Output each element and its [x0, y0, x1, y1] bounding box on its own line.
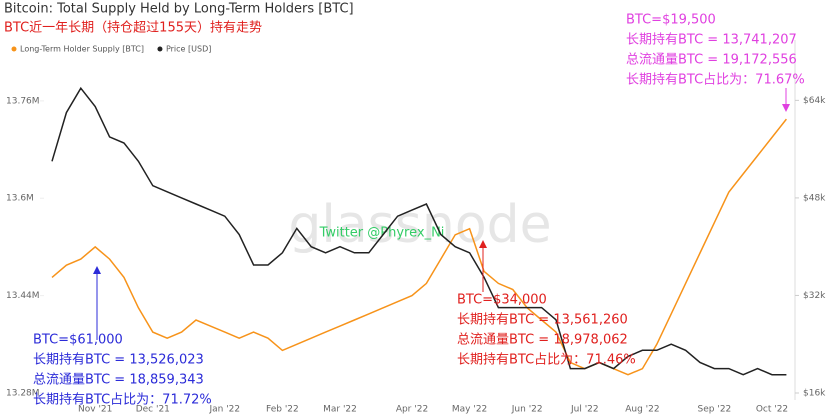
chart-subtitle: BTC近一年长期（持仓超过155天）持有走势 [4, 20, 262, 36]
x-tick-label: May '22 [452, 405, 487, 415]
y2-tick-label: $32k [803, 291, 826, 301]
annotation-line: 长期持有BTC占比为：71.67% [626, 73, 805, 88]
legend-label: Long-Term Holder Supply [BTC] [20, 45, 144, 54]
y-tick-label: 13.28M [6, 389, 40, 399]
arrow-head [479, 240, 487, 248]
y-tick-label: 13.6M [6, 194, 34, 204]
annotation-line: 长期持有BTC占比为：71.72% [33, 393, 212, 408]
annotation-line: 长期持有BTC = 13,741,207 [626, 33, 797, 48]
plot [40, 86, 787, 394]
x-tick-label: Jun '22 [511, 405, 543, 415]
series-line [51, 86, 787, 376]
annotation-line: 总流通量BTC = 19,172,556 [626, 53, 797, 68]
y-tick-label: 13.76M [6, 96, 40, 106]
chart-title: Bitcoin: Total Supply Held by Long-Term … [4, 2, 354, 17]
x-tick-label: Feb '22 [266, 405, 299, 415]
x-tick-label: Aug '22 [625, 405, 659, 415]
legend-marker [11, 46, 17, 52]
x-tick-label: Jan '22 [208, 405, 240, 415]
x-tick-label: Apr '22 [396, 405, 428, 415]
x-tick-label: Sep '22 [698, 405, 732, 415]
y-tick-label: 13.44M [6, 291, 40, 301]
legend-label: Price [USD] [166, 45, 211, 54]
annotation-line: 长期持有BTC = 13,561,260 [457, 313, 628, 328]
annotation-line: 总流通量BTC = 18,859,343 [33, 373, 204, 388]
series-line [51, 118, 787, 376]
x-tick-label: Oct '22 [756, 405, 788, 415]
x-tick-label: Nov '21 [78, 405, 112, 415]
annotation-line: 总流通量BTC = 18,978,062 [457, 333, 628, 348]
y2-tick-label: $48k [803, 193, 826, 203]
legend-marker [157, 46, 163, 52]
y2-tick-label: $64k [803, 96, 826, 106]
arrow-head [93, 266, 101, 274]
watermark: glassnode [288, 195, 551, 255]
x-tick-label: Mar '22 [323, 405, 357, 415]
y2-tick-label: $16k [803, 389, 826, 399]
annotation-line: BTC=$61,000 [33, 333, 123, 348]
annotation-line: BTC=$34,000 [457, 293, 547, 308]
annotation-line: 长期持有BTC = 13,526,023 [33, 353, 204, 368]
credit: Twitter @Phyrex_Ni [319, 226, 445, 241]
arrow-head [782, 104, 790, 112]
x-tick-label: Dec '21 [136, 405, 170, 415]
annotation-line: BTC=$19,500 [626, 13, 716, 28]
annotation-line: 长期持有BTC占比为：71.46% [457, 353, 636, 368]
x-tick-label: Jul '22 [570, 405, 599, 415]
